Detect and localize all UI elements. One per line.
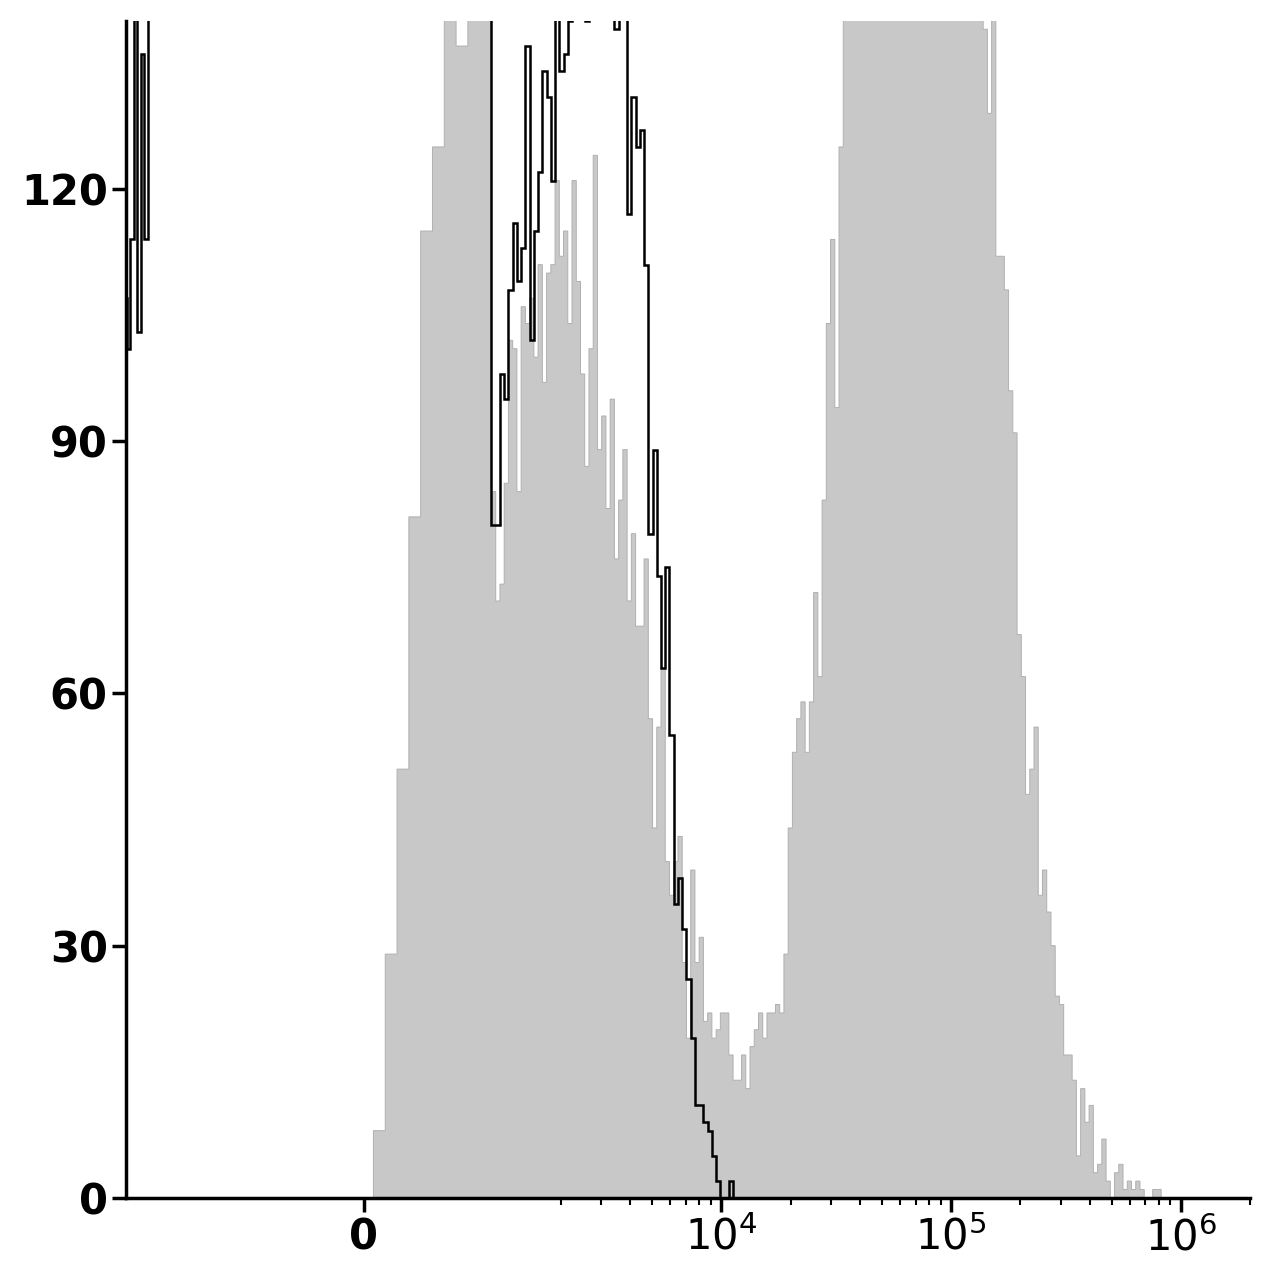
Polygon shape	[6, 0, 1251, 1198]
